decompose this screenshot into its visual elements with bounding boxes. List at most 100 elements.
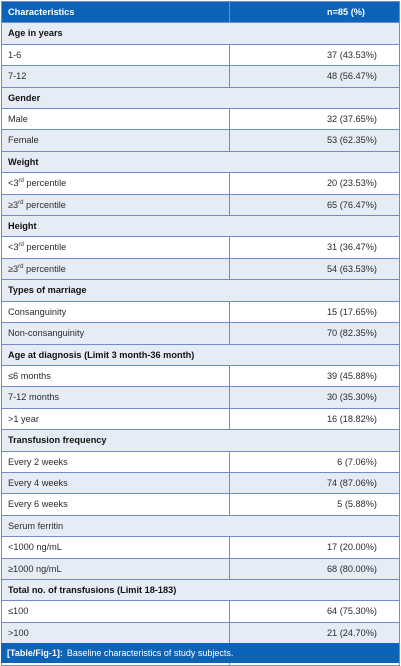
category-label: Age at diagnosis (Limit 3 month-36 month… bbox=[1, 343, 400, 366]
category-label: Gender bbox=[1, 86, 400, 110]
row-label: Non-consanguinity bbox=[1, 322, 230, 345]
category-row: Gender bbox=[1, 86, 400, 110]
row-label-text: ≥1000 ng/mL bbox=[8, 563, 62, 574]
category-row: Total no. of transfusions (Limit 18-183) bbox=[1, 578, 400, 602]
row-label-suffix: percentile bbox=[23, 263, 66, 274]
row-label-text: Every 2 weeks bbox=[8, 456, 68, 467]
row-label-text: Consanguinity bbox=[8, 306, 67, 317]
row-label: Consanguinity bbox=[1, 300, 230, 324]
row-label: ≥3rd percentile bbox=[1, 257, 230, 281]
table-row: <3rd percentile 20 (23.53%) bbox=[1, 172, 400, 195]
row-value: 15 (17.65%) bbox=[229, 300, 400, 324]
row-label-superscript: rd bbox=[18, 242, 24, 249]
table-row: Non-consanguinity 70 (82.35%) bbox=[1, 322, 400, 345]
category-row: Height bbox=[1, 215, 400, 238]
table-row: Consanguinity 15 (17.65%) bbox=[1, 300, 400, 324]
table-body: Age in years 1-6 37 (43.53%) 7-12 48 (56.47%… bbox=[1, 22, 400, 666]
row-label-text: Male bbox=[8, 114, 28, 125]
row-label-superscript: rd bbox=[18, 178, 24, 185]
row-value: 68 (80.00%) bbox=[229, 557, 400, 580]
table-row: >100 21 (24.70%) bbox=[1, 621, 400, 645]
row-label-text: >100 bbox=[8, 627, 29, 638]
row-label: >1 year bbox=[1, 407, 230, 431]
row-label-text: 7-12 bbox=[8, 71, 27, 82]
row-label-text: Female bbox=[8, 135, 39, 146]
row-value: 31 (36.47%) bbox=[229, 236, 400, 259]
row-value: 37 (43.53%) bbox=[229, 43, 400, 67]
category-row: Serum ferritin bbox=[1, 514, 400, 538]
row-label: <3rd percentile bbox=[1, 172, 230, 195]
row-value: 5 (5.88%) bbox=[229, 493, 400, 516]
row-label: >100 bbox=[1, 621, 230, 645]
table-row: 1-6 37 (43.53%) bbox=[1, 43, 400, 67]
row-value: 30 (35.30%) bbox=[229, 386, 400, 409]
table-row: ≥1000 ng/mL 68 (80.00%) bbox=[1, 557, 400, 580]
row-label: Every 4 weeks bbox=[1, 471, 230, 495]
table-row: ≤100 64 (75.30%) bbox=[1, 600, 400, 623]
row-label: Every 6 weeks bbox=[1, 493, 230, 516]
table-row: Female 53 (62.35%) bbox=[1, 129, 400, 152]
row-label-text: ≥3 bbox=[8, 199, 19, 210]
table-row: ≤6 months 39 (45.88%) bbox=[1, 364, 400, 388]
row-label-text: <1000 ng/mL bbox=[8, 542, 62, 553]
row-label-text: ≤6 months bbox=[8, 370, 51, 381]
table-row: Male 32 (37.65%) bbox=[1, 108, 400, 131]
row-value: 20 (23.53%) bbox=[229, 172, 400, 195]
category-row: Age in years bbox=[1, 22, 400, 45]
row-value: 48 (56.47%) bbox=[229, 65, 400, 88]
table-row: >1 year 16 (18.82%) bbox=[1, 407, 400, 431]
row-label-text: ≤100 bbox=[8, 606, 29, 617]
category-label: Transfusion frequency bbox=[1, 429, 400, 452]
table-row: ≥3rd percentile 65 (76.47%) bbox=[1, 193, 400, 217]
row-label-text: 7-12 months bbox=[8, 392, 60, 403]
table-row: <3rd percentile 31 (36.47%) bbox=[1, 236, 400, 259]
table-caption: [Table/Fig-1]: Baseline characteristics o… bbox=[1, 643, 399, 663]
row-value: 6 (7.06%) bbox=[229, 450, 400, 473]
category-row: Types of marriage bbox=[1, 279, 400, 302]
row-label: <3rd percentile bbox=[1, 236, 230, 259]
row-value: 74 (87.06%) bbox=[229, 471, 400, 495]
row-label-text: >1 year bbox=[8, 413, 39, 424]
table-row: 7-12 48 (56.47%) bbox=[1, 65, 400, 88]
row-label-text: ≥3 bbox=[8, 263, 19, 274]
row-label-suffix: percentile bbox=[23, 178, 67, 189]
caption-text: Baseline characteristics of study subjec… bbox=[66, 648, 234, 658]
row-value: 32 (37.65%) bbox=[229, 108, 400, 131]
table-row: 7-12 months 30 (35.30%) bbox=[1, 386, 400, 409]
row-label-suffix: percentile bbox=[23, 199, 66, 210]
row-value: 16 (18.82%) bbox=[229, 407, 400, 431]
header-characteristics: Characteristics bbox=[1, 0, 230, 24]
table-row: Every 4 weeks 74 (87.06%) bbox=[1, 471, 400, 495]
row-label-text: Every 6 weeks bbox=[8, 499, 68, 510]
row-label: Every 2 weeks bbox=[1, 450, 230, 473]
row-value: 64 (75.30%) bbox=[229, 600, 400, 623]
row-label: Male bbox=[1, 108, 230, 131]
table-row: Every 6 weeks 5 (5.88%) bbox=[1, 493, 400, 516]
row-value: 70 (82.35%) bbox=[229, 322, 400, 345]
category-row: Weight bbox=[1, 150, 400, 174]
category-row: Age at diagnosis (Limit 3 month-36 month… bbox=[1, 343, 400, 366]
category-label: Serum ferritin bbox=[1, 514, 400, 538]
row-value: 54 (63.53%) bbox=[229, 257, 400, 281]
row-label: Female bbox=[1, 129, 230, 152]
row-label: ≥1000 ng/mL bbox=[1, 557, 230, 580]
row-value: 17 (20.00%) bbox=[229, 536, 400, 559]
caption-tag: [Table/Fig-1]: bbox=[7, 648, 63, 658]
table-row: <1000 ng/mL 17 (20.00%) bbox=[1, 536, 400, 559]
table-header-row: Characteristics n=85 (%) bbox=[1, 0, 400, 24]
row-label: 7-12 months bbox=[1, 386, 230, 409]
category-label: Age in years bbox=[1, 22, 400, 45]
row-label: ≥3rd percentile bbox=[1, 193, 230, 217]
category-label: Weight bbox=[1, 150, 400, 174]
table-row: Every 2 weeks 6 (7.06%) bbox=[1, 450, 400, 473]
row-value: 65 (76.47%) bbox=[229, 193, 400, 217]
row-label: ≤6 months bbox=[1, 364, 230, 388]
row-label-text: <3 bbox=[8, 178, 19, 189]
row-label: <1000 ng/mL bbox=[1, 536, 230, 559]
category-row: Transfusion frequency bbox=[1, 429, 400, 452]
table-row: ≥3rd percentile 54 (63.53%) bbox=[1, 257, 400, 281]
row-label-text: <3 bbox=[8, 242, 19, 253]
row-label: ≤100 bbox=[1, 600, 230, 623]
row-label-text: Non-consanguinity bbox=[8, 328, 85, 339]
